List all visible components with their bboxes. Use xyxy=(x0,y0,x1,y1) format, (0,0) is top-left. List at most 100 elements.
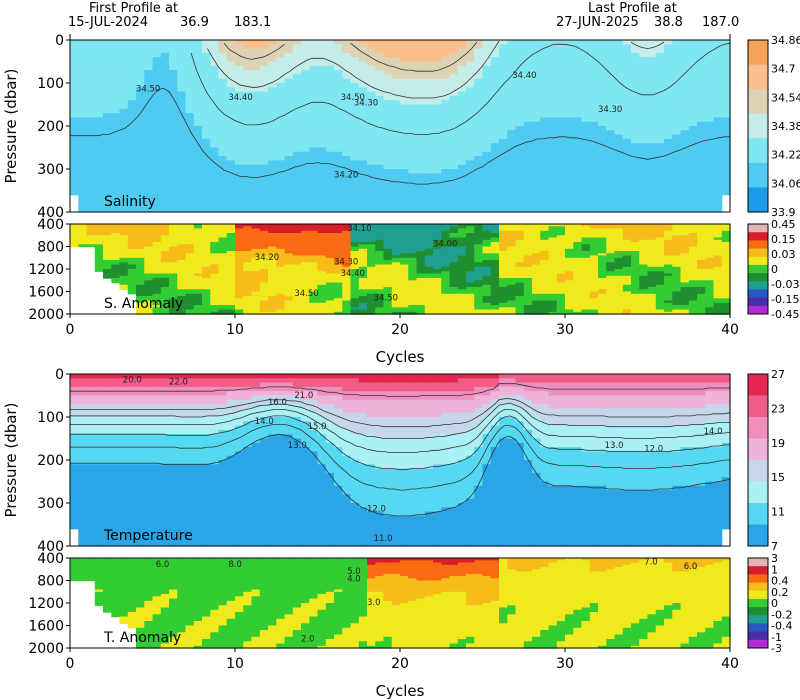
field-cell xyxy=(160,298,170,302)
field-cell xyxy=(334,194,343,200)
field-cell xyxy=(193,173,203,179)
field-cell xyxy=(391,291,401,295)
field-cell xyxy=(309,169,319,174)
field-cell xyxy=(185,130,195,136)
field-cell xyxy=(416,264,426,268)
field-cell xyxy=(631,52,640,58)
field-cell xyxy=(705,61,715,67)
field-cell xyxy=(160,251,170,254)
field-cell xyxy=(697,74,706,80)
field-cell xyxy=(226,278,236,281)
field-cell xyxy=(259,284,269,288)
field-cell xyxy=(655,138,665,144)
field-cell xyxy=(655,78,665,84)
field-cell xyxy=(70,100,79,106)
field-cell xyxy=(127,271,137,275)
field-cell xyxy=(103,83,112,88)
field-cell xyxy=(309,173,319,179)
field-cell xyxy=(309,108,319,114)
field-cell xyxy=(383,248,393,252)
field-cell xyxy=(375,226,385,230)
field-cell xyxy=(391,121,401,127)
field-cell xyxy=(292,134,302,140)
field-cell xyxy=(606,126,616,131)
field-cell xyxy=(202,57,211,63)
field-cell xyxy=(169,169,178,174)
field-cell xyxy=(713,113,723,118)
field-cell xyxy=(177,251,187,254)
field-cell xyxy=(433,177,442,183)
field-cell xyxy=(400,61,409,67)
field-cell xyxy=(507,74,517,80)
field-cell xyxy=(375,126,385,131)
field-cell xyxy=(342,65,352,71)
field-cell xyxy=(218,262,228,266)
field-cell xyxy=(160,95,170,101)
field-cell xyxy=(523,177,533,183)
field-cell xyxy=(292,164,302,170)
field-cell xyxy=(251,239,261,243)
field-cell xyxy=(111,248,121,252)
field-cell xyxy=(334,291,343,295)
field-cell xyxy=(416,266,426,270)
field-cell xyxy=(103,248,112,252)
field-cell xyxy=(251,291,261,295)
field-cell xyxy=(383,173,393,179)
field-cell xyxy=(226,264,236,268)
field-cell xyxy=(631,87,640,93)
field-cell xyxy=(540,143,550,149)
field-cell xyxy=(276,275,286,279)
field-cell xyxy=(556,48,566,54)
field-cell xyxy=(202,108,211,114)
field-cell xyxy=(218,244,228,248)
field-cell xyxy=(655,108,665,114)
field-cell xyxy=(482,74,492,80)
field-cell xyxy=(664,52,673,58)
field-cell xyxy=(548,40,558,45)
field-cell xyxy=(136,61,145,67)
field-cell xyxy=(301,117,310,123)
field-cell xyxy=(375,309,385,313)
field-cell xyxy=(251,95,261,101)
field-cell xyxy=(556,147,566,153)
field-cell xyxy=(457,52,467,58)
field-cell xyxy=(144,296,154,299)
field-cell xyxy=(251,260,261,263)
field-cell xyxy=(532,207,541,213)
field-cell xyxy=(375,91,385,97)
field-cell xyxy=(301,108,310,114)
field-cell xyxy=(226,251,236,254)
contour-label: 34.40 xyxy=(512,71,536,81)
field-cell xyxy=(193,302,203,306)
field-cell xyxy=(697,207,706,213)
field-cells-1 xyxy=(70,224,731,315)
field-cell xyxy=(688,143,698,149)
field-cell xyxy=(367,65,376,71)
field-cell xyxy=(606,134,616,140)
field-cell xyxy=(78,164,88,170)
field-cell xyxy=(111,74,121,80)
field-cell xyxy=(334,273,343,277)
field-cell xyxy=(367,70,376,75)
field-cell xyxy=(94,190,104,196)
field-cell xyxy=(466,70,475,75)
field-cell xyxy=(647,83,657,88)
field-cell xyxy=(375,251,385,254)
field-cell xyxy=(292,242,302,245)
field-cell xyxy=(86,160,96,166)
field-cell xyxy=(622,48,632,54)
field-cell xyxy=(202,235,211,239)
field-cell xyxy=(103,151,112,157)
field-cell xyxy=(507,95,517,101)
field-cell xyxy=(325,262,335,266)
field-cell xyxy=(78,138,88,144)
field-cell xyxy=(177,244,187,248)
field-cell xyxy=(705,65,715,71)
field-cell xyxy=(169,91,178,97)
field-cell xyxy=(317,239,327,243)
field-cell xyxy=(325,164,335,170)
field-cell xyxy=(259,296,269,299)
field-cell xyxy=(639,126,649,131)
field-cell xyxy=(169,130,178,136)
field-cell xyxy=(482,78,492,84)
